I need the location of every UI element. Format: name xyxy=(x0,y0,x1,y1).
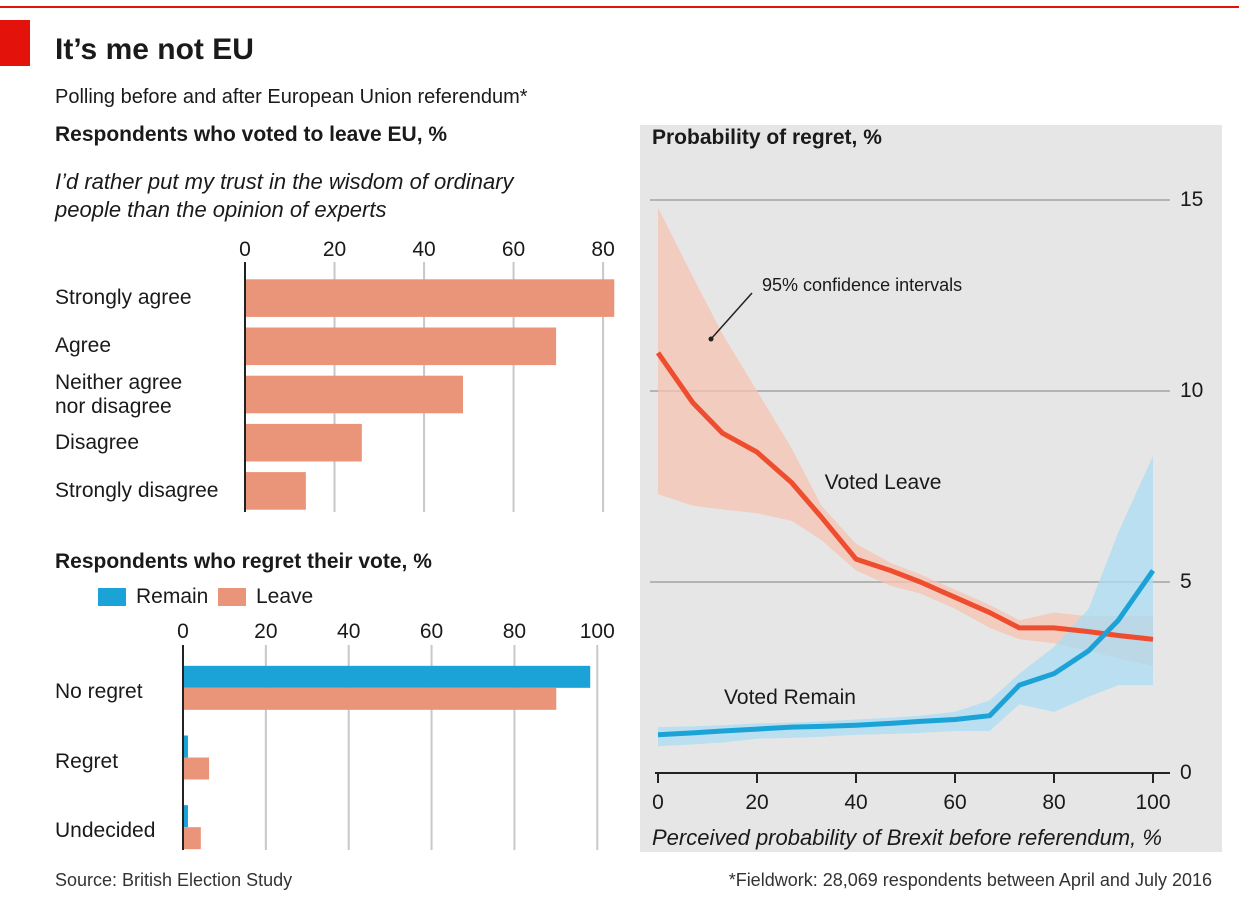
confidence-band xyxy=(658,455,1153,747)
x-tick-label: 80 xyxy=(1042,791,1066,814)
bar xyxy=(245,279,615,317)
x-tick-label: 60 xyxy=(943,791,967,814)
x-tick-label: 100 xyxy=(1135,791,1171,814)
legend-label: Remain xyxy=(136,585,209,608)
y-tick-label: 10 xyxy=(1180,379,1204,402)
x-tick-label: 80 xyxy=(502,620,527,643)
legend-swatch xyxy=(98,588,126,606)
category-label: Undecided xyxy=(55,819,156,843)
subtitle: Polling before and after European Union … xyxy=(55,86,528,108)
x-tick-label: 40 xyxy=(412,238,436,261)
line xyxy=(655,351,1154,642)
chart-title: Respondents who voted to leave EU, % xyxy=(55,123,448,146)
legend-label: Leave xyxy=(256,585,314,608)
x-tick-label: 40 xyxy=(844,791,868,814)
x-tick-label: 100 xyxy=(579,620,615,643)
bar xyxy=(183,687,557,710)
x-tick-label: 20 xyxy=(745,791,769,814)
bar xyxy=(245,327,557,366)
chart-title: Probability of regret, % xyxy=(652,126,882,149)
bar xyxy=(245,423,362,462)
leader-dot xyxy=(708,336,714,342)
title: It’s me not EU xyxy=(55,33,254,66)
x-tick-label: 0 xyxy=(239,238,251,261)
top-rule xyxy=(0,6,1239,8)
x-tick-label: 60 xyxy=(501,238,526,261)
category-label: Agree xyxy=(55,334,112,358)
legend-swatch xyxy=(218,588,246,606)
annotation: 95% confidence intervals xyxy=(762,275,963,295)
category-label: Disagree xyxy=(55,430,140,454)
series-label: Voted Remain xyxy=(724,686,856,709)
chart-subtitle: I’d rather put my trust in the wisdom of… xyxy=(55,169,514,222)
bar xyxy=(245,472,306,510)
bar xyxy=(183,757,210,780)
x-tick-label: 60 xyxy=(419,620,444,643)
top-space xyxy=(0,0,1239,3)
x-tick-label: 0 xyxy=(177,620,189,643)
category-label: Regret xyxy=(55,749,119,773)
x-tick-label: 20 xyxy=(254,620,278,643)
x-tick-label: 20 xyxy=(322,238,347,261)
leader-line xyxy=(710,292,753,340)
x-tick-label: 80 xyxy=(591,238,615,261)
chart-title: Respondents who regret their vote, % xyxy=(55,550,432,573)
source: Source: British Election Study xyxy=(55,870,293,890)
bar xyxy=(183,735,188,758)
bar xyxy=(183,827,201,850)
bar xyxy=(183,665,591,688)
category-label: Strongly agree xyxy=(55,286,192,310)
category-label: Strongly disagree xyxy=(55,478,219,502)
footnote: *Fieldwork: 28,069 respondents between A… xyxy=(728,870,1212,890)
series-label: Voted Leave xyxy=(824,471,942,494)
red-tab xyxy=(0,20,30,66)
category-label: Neither agree nor disagree xyxy=(55,370,183,418)
y-tick-label: 15 xyxy=(1180,188,1204,211)
y-tick-label: 5 xyxy=(1180,570,1192,593)
x-tick-label: 40 xyxy=(337,620,361,643)
category-label: No regret xyxy=(55,679,143,703)
y-tick-label: 0 xyxy=(1180,761,1192,784)
bar xyxy=(183,805,188,828)
bar xyxy=(245,375,463,414)
x-axis-label: Perceived probability of Brexit before r… xyxy=(652,825,1162,850)
x-tick-label: 0 xyxy=(652,791,664,814)
line xyxy=(657,569,1156,738)
